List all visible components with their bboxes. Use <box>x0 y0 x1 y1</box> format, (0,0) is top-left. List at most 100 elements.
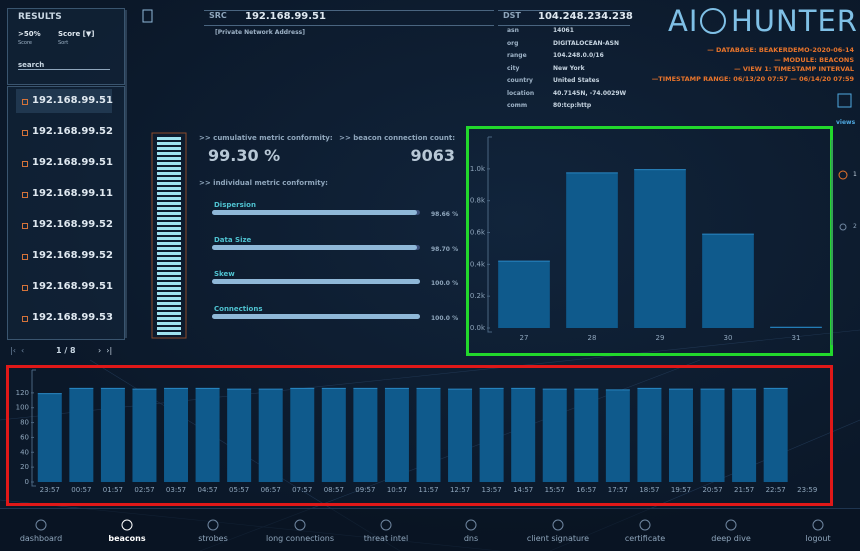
x-tick-label: 00:57 <box>71 486 91 494</box>
y-tick-label: 40 <box>20 448 29 456</box>
field-key: comm <box>507 102 528 109</box>
nav-icon <box>207 519 219 531</box>
results-list <box>7 86 125 340</box>
nav-item[interactable]: dns <box>428 518 514 543</box>
bar <box>732 389 757 482</box>
nav-icon <box>294 519 306 531</box>
field-value: United States <box>553 77 600 84</box>
axis-bracket <box>31 369 36 487</box>
x-tick-label: 30 <box>724 334 733 342</box>
x-tick-label: 04:57 <box>197 486 217 494</box>
bar <box>542 389 567 482</box>
x-tick-label: 18:57 <box>639 486 659 494</box>
result-item[interactable]: 192.168.99.11 <box>16 182 113 206</box>
dst-ip: 104.248.234.238 <box>538 11 633 22</box>
bar <box>321 388 346 482</box>
x-tick-label: 27 <box>520 334 529 342</box>
nav-item[interactable]: deep dive <box>688 518 774 543</box>
field-key: location <box>507 89 535 97</box>
x-tick-label: 06:57 <box>261 486 281 494</box>
dst-label: DST <box>503 11 521 20</box>
bar <box>227 389 252 482</box>
view-option[interactable]: 2 <box>853 223 857 230</box>
sort[interactable]: Score [▼] <box>58 30 95 38</box>
nav-bar <box>0 508 860 551</box>
result-item[interactable]: 192.168.99.52 <box>16 120 113 144</box>
nav-label: certificate <box>624 534 666 543</box>
result-item[interactable]: 192.168.99.51 <box>16 89 113 113</box>
field-value: New York <box>553 64 585 72</box>
metric-value: 98.66 % <box>431 211 459 218</box>
y-tick-label: 0.2k <box>470 292 486 300</box>
nav-icon <box>812 519 824 531</box>
meta-line: — VIEW 1: TIMESTAMP INTERVAL <box>734 65 854 74</box>
nav-label: deep dive <box>711 534 751 543</box>
bar <box>69 388 94 482</box>
nav-item[interactable]: client signature <box>515 518 601 543</box>
result-item[interactable]: 192.168.99.52 <box>16 244 113 268</box>
y-tick-label: 0.8k <box>470 197 486 205</box>
nav-item[interactable]: long connections <box>257 518 343 543</box>
pager-first[interactable]: |‹ ‹ <box>10 346 25 355</box>
bar <box>574 389 599 482</box>
x-tick-label: 22:57 <box>766 486 786 494</box>
metric-bar <box>212 210 418 215</box>
view-option[interactable]: 1 <box>853 171 857 178</box>
y-tick-label: 0 <box>25 478 29 486</box>
x-tick-label: 01:57 <box>103 486 123 494</box>
bar <box>668 389 693 482</box>
src-note: [Private Network Address] <box>215 29 305 36</box>
filter[interactable]: >50% <box>18 30 41 38</box>
nav-icon <box>35 519 47 531</box>
y-tick-label: 0.6k <box>470 229 486 237</box>
search[interactable]: search <box>18 61 110 70</box>
nav-item[interactable]: threat intel <box>343 518 429 543</box>
axis-bracket <box>487 136 492 333</box>
nav-item[interactable]: certificate <box>602 518 688 543</box>
nav-icon <box>465 519 477 531</box>
nav-label: client signature <box>526 534 590 543</box>
bar <box>634 169 686 328</box>
nav-item[interactable]: strobes <box>170 518 256 543</box>
metric-name: Data Size <box>214 235 252 244</box>
field-key: range <box>507 52 527 59</box>
result-item[interactable]: 192.168.99.51 <box>16 151 113 175</box>
pager-next[interactable]: › ›| <box>98 346 113 355</box>
x-tick-label: 09:57 <box>355 486 375 494</box>
x-tick-label: 08:57 <box>324 486 344 494</box>
y-tick-label: 1.0k <box>470 165 486 173</box>
metric-value: 100.0 % <box>431 280 459 287</box>
metric-name: Connections <box>214 304 263 313</box>
x-tick-label: 31 <box>792 334 801 342</box>
nav-item[interactable]: dashboard <box>0 518 84 543</box>
nav-icon <box>380 519 392 531</box>
bar <box>37 393 62 482</box>
bar <box>384 388 409 482</box>
x-tick-label: 05:57 <box>229 486 249 494</box>
bar <box>290 388 315 482</box>
individual-label: >> individual metric conformity: <box>199 179 328 187</box>
metric-bar <box>212 244 418 250</box>
x-tick-label: 10:57 <box>387 486 407 494</box>
result-item[interactable]: 192.168.99.52 <box>16 213 113 237</box>
nav-icon <box>552 519 564 531</box>
bar <box>702 234 754 328</box>
filter-caption: Score <box>18 40 33 46</box>
meta-line: —TIMESTAMP RANGE: 06/13/20 07:57 — 06/14… <box>651 74 854 83</box>
field-value: 40.7145N, -74.0029W <box>553 89 627 97</box>
y-tick-label: 60 <box>20 433 29 441</box>
nav-label: threat intel <box>363 534 409 543</box>
y-tick-label: 120 <box>16 389 29 397</box>
result-item[interactable]: 192.168.99.51 <box>16 275 113 299</box>
x-tick-label: 23:57 <box>40 486 60 494</box>
nav-item[interactable]: logout <box>775 518 860 543</box>
bar <box>416 388 441 482</box>
count-label: >> beacon connection count: <box>339 134 455 142</box>
nav-item[interactable]: beacons <box>84 518 170 543</box>
gauge <box>157 137 181 335</box>
result-item[interactable]: 192.168.99.53 <box>16 306 113 330</box>
meta-line: — DATABASE: BEAKERDEMO-2020-06-14 <box>707 46 854 54</box>
nav-label: logout <box>805 534 831 543</box>
bar <box>258 389 283 482</box>
cumulative-label: >> cumulative metric conformity: <box>199 134 333 142</box>
